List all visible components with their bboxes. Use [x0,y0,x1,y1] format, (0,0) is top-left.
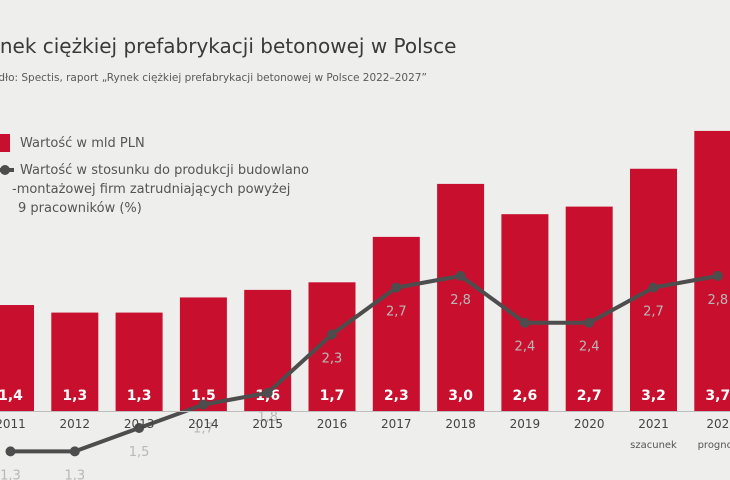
line-point-2019 [519,317,530,328]
line-point-2017 [391,282,402,293]
bar-value-label: 3,2 [641,388,666,404]
legend-line-label-3: 9 pracowników (%) [18,201,142,216]
line-value-label: 1,3 [64,468,85,480]
bar-2018 [437,183,485,411]
line-value-label: 1,8 [257,410,278,425]
line-value-label: 2,4 [515,340,536,355]
bar-value-label: 1,7 [320,388,345,404]
bar-value-label: 3,0 [448,388,473,404]
legend-line-label-2: -montażowej firm zatrudniających powyżej [12,182,291,197]
bar-value-label: 1,3 [62,388,87,404]
legend [0,134,14,175]
bar-value-label: 1,4 [0,388,23,404]
line-value-label: 2,8 [450,293,471,308]
x-tick-label: 2021 [638,417,669,431]
line-point-2015 [262,387,273,398]
line-point-2021 [648,282,659,293]
bar-value-label: 2,3 [384,388,409,404]
line-point-2020 [584,317,595,328]
line-value-label: 1,7 [193,422,214,437]
bar-value-label: 3,7 [705,388,730,404]
line-value-label: 2,4 [579,340,600,355]
x-tick-label: 2012 [60,417,91,431]
legend-bar-swatch [0,134,10,152]
bar-2017 [372,236,420,411]
x-tick-label: 2016 [317,417,348,431]
bar-group: 1,41,31,31,51,61,72,33,02,62,73,23,7 [0,130,730,411]
x-tick-note: szacunek [630,440,677,451]
x-tick-label: 2014 [188,417,219,431]
x-tick-label: 2011 [0,417,26,431]
bar-2020 [565,206,613,411]
chart-title: ynek ciężkiej prefabrykacji betonowej w … [0,34,457,58]
line-point-2012 [69,446,80,457]
x-tick-label: 2018 [445,417,476,431]
bar-2011 [0,305,34,411]
x-tick-label: 202 [706,417,729,431]
line-value-label: 2,7 [643,305,664,320]
legend-bar-label: Wartość w mld PLN [20,136,145,151]
line-point-2013 [134,423,145,433]
bar-value-label: 2,7 [577,388,602,404]
legend-line-label-1: Wartość w stosunku do produkcji budowlan… [20,163,310,178]
x-tick-label: 2019 [510,417,541,431]
x-tick-label: 2013 [124,417,155,431]
legend-line-marker [0,165,10,175]
line-value-label: 2,3 [322,351,343,366]
line-point-2011 [5,446,16,457]
bar-value-label: 2,6 [512,388,537,404]
bar-2013 [115,312,163,411]
bar-value-label: 1,3 [127,388,152,404]
bar-value-label: 1,5 [191,388,216,404]
line-value-label: 1,5 [129,445,150,460]
bar-2014 [179,297,227,411]
x-axis: 2011 2012 2013 2014 2015 2016 2017 2018 2019 2020… [0,411,730,451]
x-tick-note: prognoz [698,440,730,451]
line-series [10,273,719,454]
bar-202 [694,130,730,411]
chart-source: ódło: Spectis, raport „Rynek ciężkiej pr… [0,72,427,84]
line-value-label: 2,8 [707,293,728,308]
x-tick-label: 2017 [381,417,412,431]
line-point-2018 [455,270,466,281]
line-value-label: 2,7 [386,305,407,320]
bar-2012 [51,312,99,411]
line-value-label: 1,3 [0,468,21,480]
line-group: 1,3 1,3 1,5 1,7 1,8 2,3 2,7 2,8 2,4 2,4 2,7 2,8 [0,270,728,480]
line-point-202 [712,270,723,281]
line-point-2016 [327,329,337,340]
line-point-2014 [198,399,209,410]
x-tick-label: 2015 [252,417,283,431]
x-tick-label: 2020 [574,417,605,431]
